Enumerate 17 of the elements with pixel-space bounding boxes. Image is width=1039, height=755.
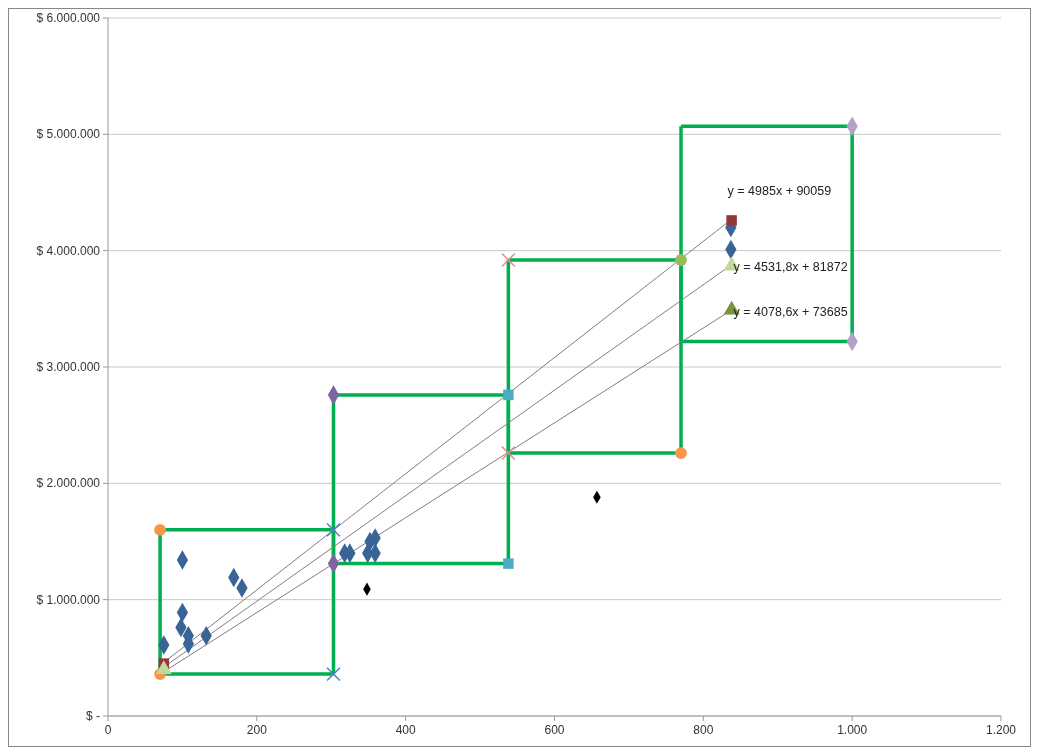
- y-tick-label: $ 2.000.000: [36, 476, 101, 491]
- x-tick-label: 400: [395, 723, 416, 737]
- x-tick-label: 600: [544, 723, 565, 737]
- y-tick-label: $ 4.000.000: [36, 243, 101, 258]
- x-tick-label: 1.000: [837, 723, 868, 737]
- y-tick-label: $ 1.000.000: [36, 592, 101, 607]
- x-tick-label: 800: [693, 723, 714, 737]
- y-tick-label: $ -: [85, 709, 100, 723]
- y-tick-label: $ 5.000.000: [36, 127, 101, 142]
- x-tick-label: 200: [246, 723, 268, 737]
- x-tick-label: 1.200: [985, 723, 1017, 737]
- y-tick-label: $ 6.000.000: [36, 11, 101, 25]
- y-tick-label: $ 3.000.000: [36, 360, 101, 374]
- annotation: y = 4985x + 90059: [727, 184, 832, 199]
- annotation: y = 4531,8x + 81872: [733, 259, 848, 274]
- x-tick-label: 0: [104, 723, 112, 737]
- annotation: y = 4078,6x + 73685: [733, 305, 848, 319]
